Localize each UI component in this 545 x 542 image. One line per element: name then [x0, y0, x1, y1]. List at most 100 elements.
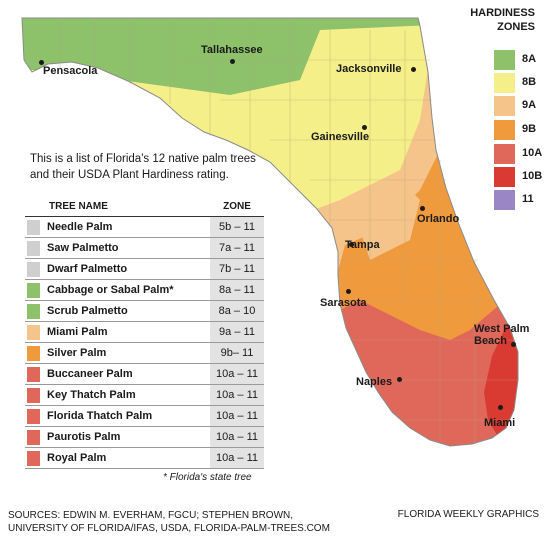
table-row: Buccaneer Palm 10a – 11	[25, 363, 264, 385]
row-swatch-cell	[25, 447, 47, 469]
legend-label: 8A	[522, 53, 537, 65]
header-zone: ZONE	[210, 196, 264, 217]
tree-zone: 10a – 11	[210, 363, 264, 385]
legend-item-9a: 9A	[494, 96, 542, 117]
table-row: Florida Thatch Palm 10a – 11	[25, 405, 264, 427]
legend-title: HARDINESS ZONES	[445, 6, 535, 34]
legend-swatch	[494, 120, 515, 140]
naples-dot	[397, 377, 402, 382]
tree-zone: 8a – 11	[210, 279, 264, 301]
intro-text: This is a list of Florida's 12 native pa…	[30, 153, 256, 181]
zone-8a-fill	[22, 18, 518, 95]
tree-zone: 10a – 11	[210, 405, 264, 427]
tree-name: Dwarf Palmetto	[47, 258, 210, 280]
tree-name: Scrub Palmetto	[47, 300, 210, 322]
county-lines	[59, 20, 518, 444]
row-swatch-cell	[25, 300, 47, 322]
legend-swatch	[494, 190, 515, 210]
row-swatch	[27, 282, 40, 298]
legend-swatch	[494, 50, 515, 70]
city-west-palm-beach: West Palm Beach	[474, 323, 530, 347]
tree-zone: 10a – 11	[210, 426, 264, 448]
state-outline	[21, 17, 519, 447]
sources-line1: SOURCES: EDWIN M. EVERHAM, FGCU; STEPHEN…	[8, 510, 294, 521]
row-swatch-cell	[25, 279, 47, 301]
legend-label: 10B	[522, 170, 543, 182]
legend-item-8a: 8A	[494, 50, 542, 71]
row-swatch-cell	[25, 237, 47, 259]
row-swatch	[27, 303, 40, 319]
table-row: Miami Palm 9a – 11	[25, 321, 264, 343]
tallahassee-dot	[230, 59, 235, 64]
row-swatch-cell	[25, 342, 47, 364]
table-row: Dwarf Palmetto 7b – 11	[25, 258, 264, 280]
miami-dot	[498, 405, 503, 410]
palm-table: TREE NAME ZONE Needle Palm 5b – 11 Saw P…	[25, 196, 264, 469]
tree-name: Saw Palmetto	[47, 237, 210, 259]
table-header-row: TREE NAME ZONE	[25, 196, 264, 217]
row-swatch	[27, 429, 40, 445]
row-swatch	[27, 240, 40, 256]
tampa-dot	[349, 242, 354, 247]
row-swatch	[27, 219, 40, 235]
table-row: Cabbage or Sabal Palm* 8a – 11	[25, 279, 264, 301]
sources-line2: UNIVERSITY OF FLORIDA/IFAS, USDA, FLORID…	[8, 523, 330, 534]
legend-label: 9A	[522, 99, 537, 111]
city-jacksonville: Jacksonville	[336, 63, 402, 75]
tree-name: Silver Palm	[47, 342, 210, 364]
legend-swatch	[494, 73, 515, 93]
table-row: Saw Palmetto 7a – 11	[25, 237, 264, 259]
legend-title-line2: ZONES	[497, 21, 535, 33]
row-swatch-cell	[25, 321, 47, 343]
tree-name: Buccaneer Palm	[47, 363, 210, 385]
tree-zone: 8a – 10	[210, 300, 264, 322]
legend-item-11: 11	[494, 190, 542, 211]
city-sarasota: Sarasota	[320, 297, 367, 309]
city-gainesville: Gainesville	[311, 131, 370, 143]
pensacola-dot	[39, 60, 44, 65]
legend-label: 8B	[522, 76, 537, 88]
row-swatch	[27, 387, 40, 403]
header-tree-name: TREE NAME	[47, 196, 210, 217]
legend-item-10b: 10B	[494, 167, 542, 188]
table-row: Needle Palm 5b – 11	[25, 216, 264, 238]
city-miami: Miami	[484, 417, 516, 429]
tree-zone: 9b– 11	[210, 342, 264, 364]
city-orlando: Orlando	[417, 213, 460, 225]
tree-zone: 9a – 11	[210, 321, 264, 343]
tree-zone: 10a – 11	[210, 384, 264, 406]
table-row: Royal Palm 10a – 11	[25, 447, 264, 469]
table-row: Key Thatch Palm 10a – 11	[25, 384, 264, 406]
table-row: Paurotis Palm 10a – 11	[25, 426, 264, 448]
row-swatch-cell	[25, 405, 47, 427]
row-swatch	[27, 450, 40, 466]
tree-name: Royal Palm	[47, 447, 210, 469]
legend-item-10a: 10A	[494, 144, 542, 165]
legend-item-8b: 8B	[494, 73, 542, 94]
row-swatch	[27, 366, 40, 382]
legend-label: 11	[522, 193, 534, 205]
legend-swatch	[494, 96, 515, 116]
tree-name: Key Thatch Palm	[47, 384, 210, 406]
tree-name: Paurotis Palm	[47, 426, 210, 448]
legend-title-line1: HARDINESS	[470, 7, 535, 19]
jacksonville-dot	[411, 67, 416, 72]
legend-swatch	[494, 144, 515, 164]
tree-name: Cabbage or Sabal Palm*	[47, 279, 210, 301]
tree-zone: 10a – 11	[210, 447, 264, 469]
row-swatch	[27, 261, 40, 277]
sources: SOURCES: EDWIN M. EVERHAM, FGCU; STEPHEN…	[8, 509, 330, 535]
city-tallahassee: Tallahassee	[201, 44, 263, 56]
row-swatch-cell	[25, 384, 47, 406]
tree-name: Florida Thatch Palm	[47, 405, 210, 427]
legend-label: 10A	[522, 147, 543, 159]
city-tampa: Tampa	[345, 239, 380, 251]
legend-item-9b: 9B	[494, 120, 542, 141]
row-swatch-cell	[25, 363, 47, 385]
sarasota-dot	[346, 289, 351, 294]
tree-zone: 7a – 11	[210, 237, 264, 259]
row-swatch-cell	[25, 258, 47, 280]
header-swatch-cell	[25, 196, 47, 217]
legend-swatch	[494, 167, 515, 187]
row-swatch	[27, 408, 40, 424]
